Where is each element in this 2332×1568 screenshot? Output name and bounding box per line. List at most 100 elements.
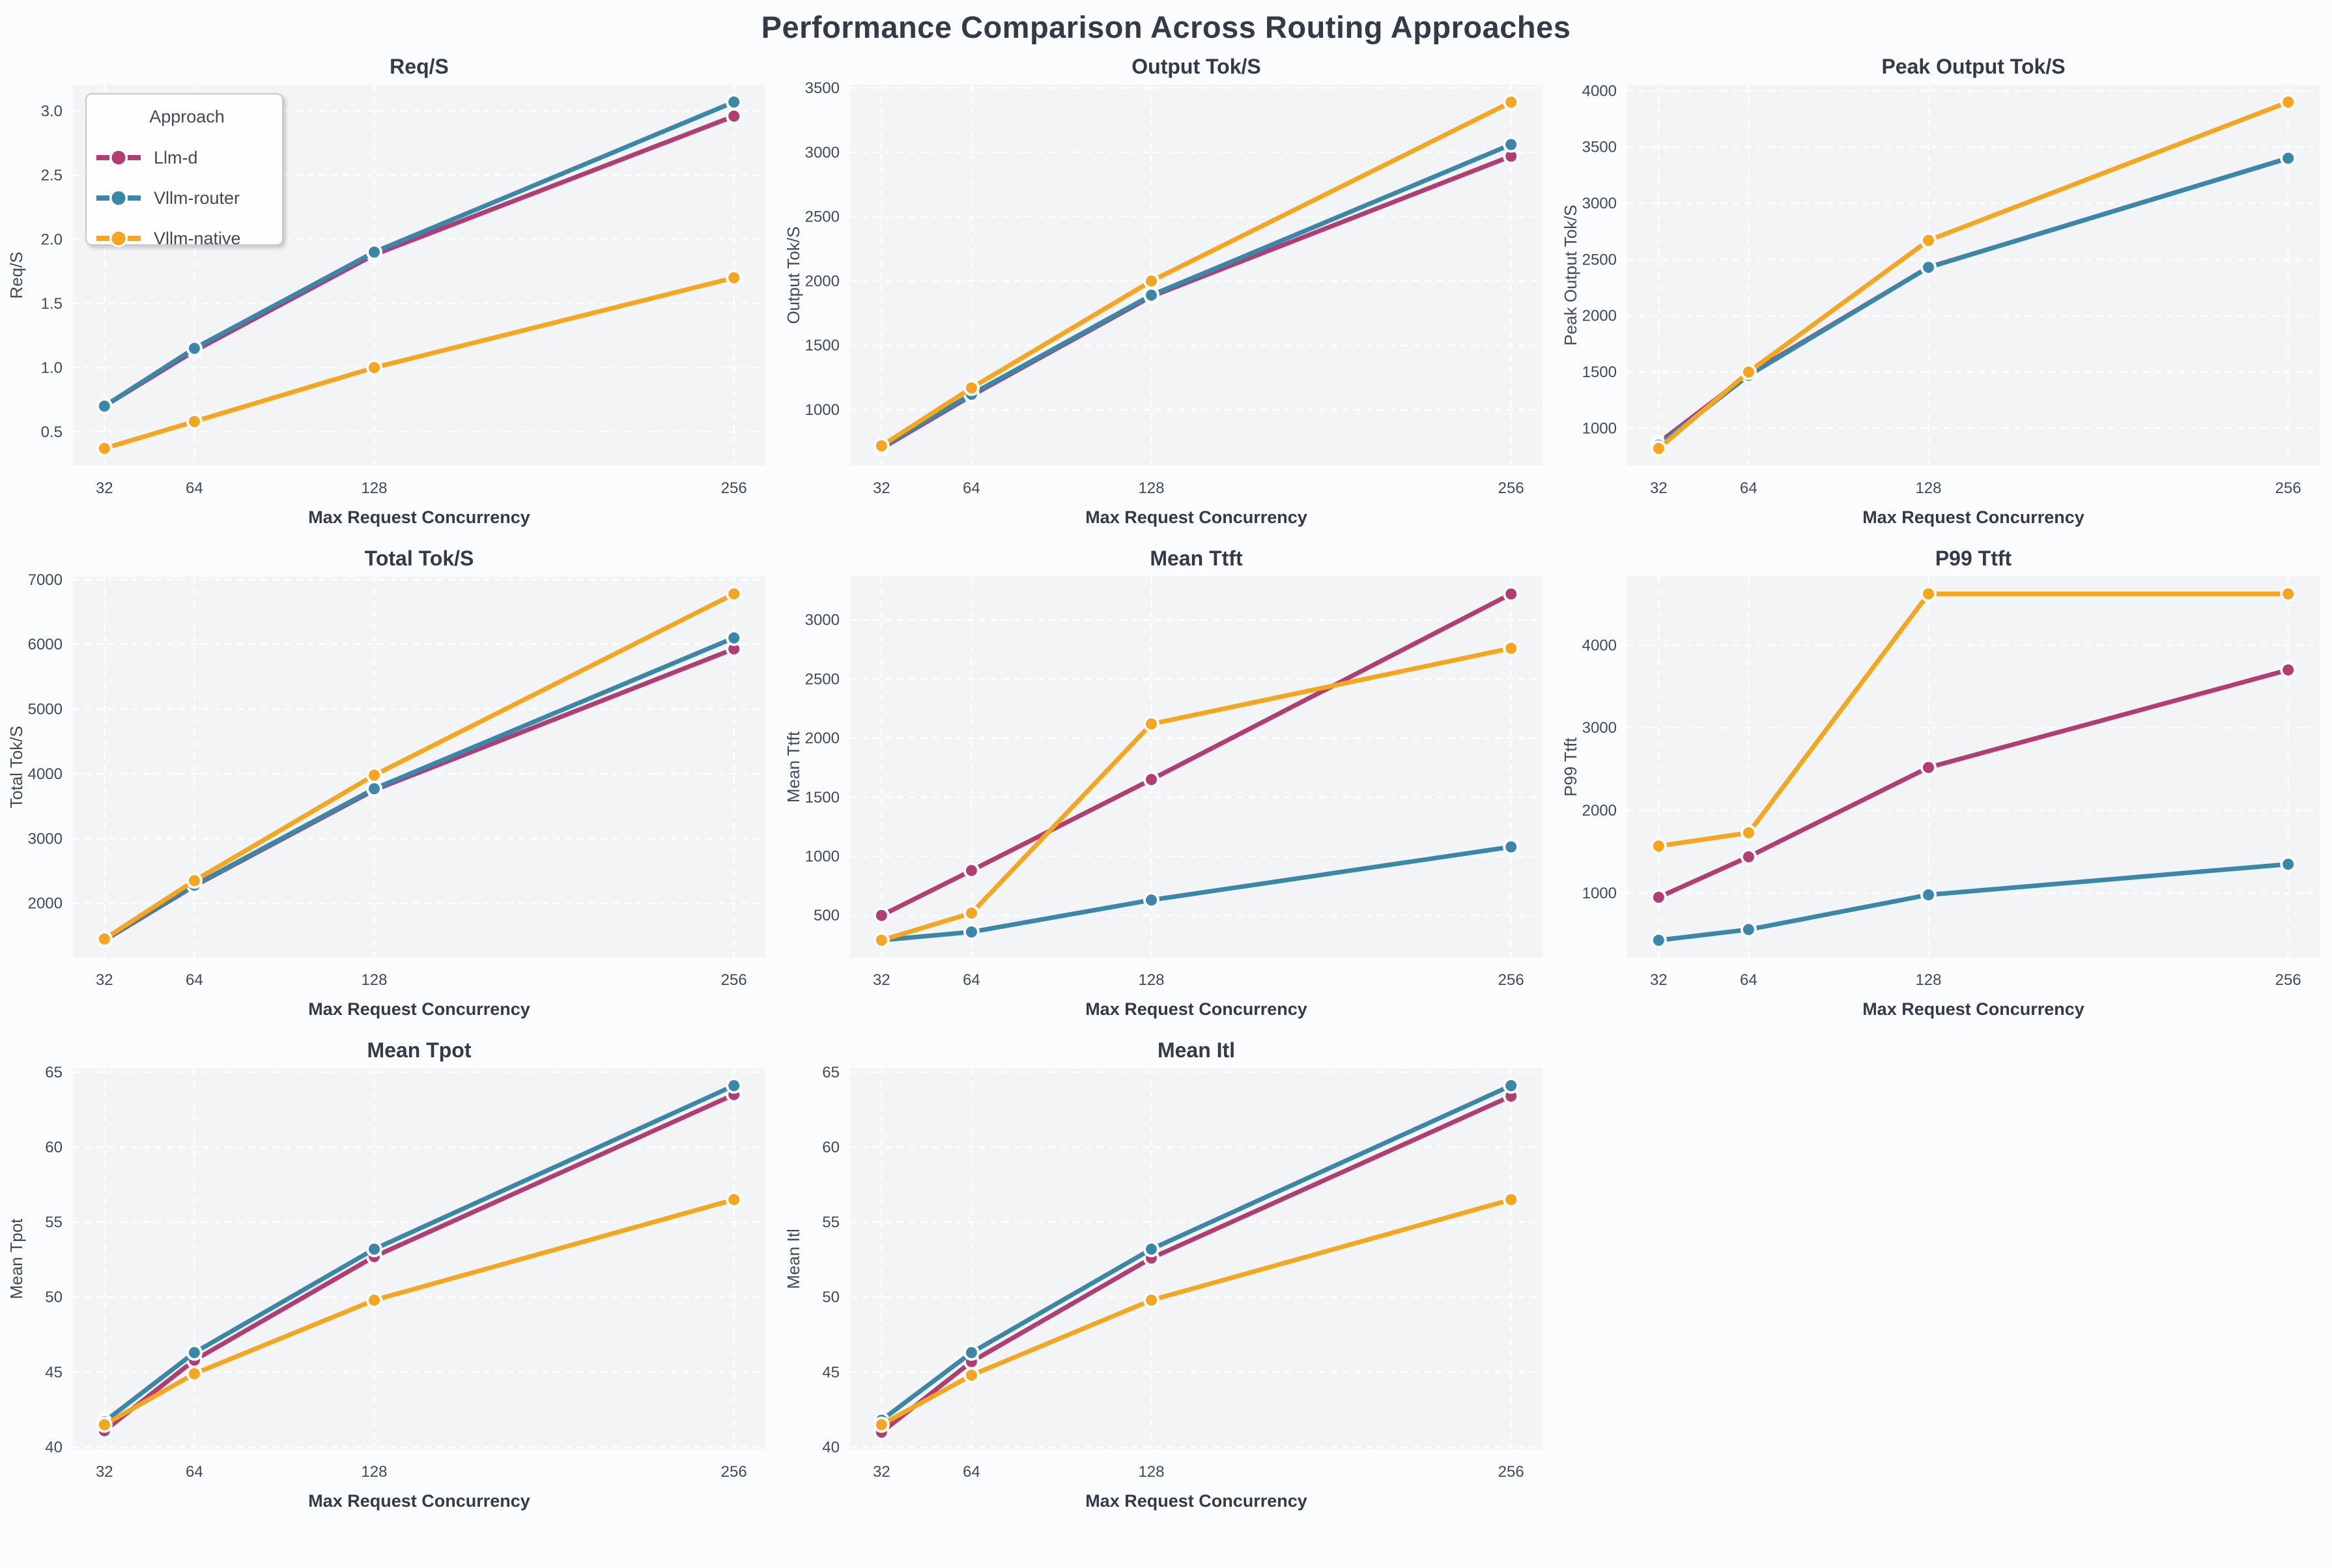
plot-area	[1627, 85, 2320, 466]
chart-peak-output-tok-s: Peak Output Tok/S 1000 1500 2000 2500 3000 350…	[1554, 49, 2331, 534]
y-tick-label: 40	[822, 1439, 840, 1457]
legend-marker	[109, 229, 128, 248]
y-tick-label: 1.0	[41, 359, 63, 377]
data-point-marker	[873, 907, 890, 924]
x-tick-label: 32	[96, 971, 113, 989]
legend-label: Llm-d	[154, 148, 198, 167]
series-line	[879, 100, 1514, 448]
chart-canvas: Total Tok/S 2000 3000 4000 5000 6000 7000 32 64 1…	[7, 547, 765, 1019]
series-line	[102, 1197, 737, 1427]
data-point-marker	[2280, 150, 2297, 167]
chart-canvas: Mean Itl 40 45 50 55 60 65 32 64 128 256 Mean Itl Ma…	[784, 1038, 1543, 1511]
legend-entry-llm-d: Llm-d	[96, 148, 198, 167]
series-vllm-native	[873, 1191, 1520, 1433]
gridlines	[73, 1068, 765, 1449]
data-point-marker	[963, 1344, 980, 1361]
data-point-marker	[1740, 848, 1757, 865]
chart-title: Req/S	[390, 55, 449, 78]
x-axis-label: Max Request Concurrency	[308, 1491, 530, 1511]
data-point-marker	[726, 269, 743, 286]
legend-label: Vllm-native	[154, 229, 241, 248]
y-tick-label: 2000	[805, 730, 840, 747]
series-line	[102, 1092, 737, 1433]
series-line	[879, 646, 1514, 943]
data-point-marker	[1143, 892, 1159, 909]
series-line	[102, 275, 737, 451]
x-tick-label: 32	[1650, 479, 1668, 497]
x-axis-label: Max Request Concurrency	[308, 999, 530, 1019]
series-line	[879, 142, 1514, 449]
y-axis-label: Mean Tpot	[7, 1218, 26, 1300]
data-point-marker	[186, 872, 203, 889]
x-tick-label: 128	[1915, 971, 1941, 989]
x-axis-label: Max Request Concurrency	[1862, 507, 2084, 527]
legend-title: Approach	[149, 107, 225, 126]
y-tick-label: 4000	[28, 765, 63, 783]
chart-title: Peak Output Tok/S	[1881, 55, 2065, 78]
y-tick-label: 5000	[28, 701, 63, 719]
data-point-marker	[1740, 921, 1757, 938]
data-point-marker	[96, 440, 113, 457]
series-line	[1656, 862, 2291, 943]
data-point-marker	[1920, 759, 1937, 776]
y-axis-label: Mean Ttft	[784, 731, 803, 803]
data-point-marker	[1143, 287, 1159, 304]
data-point-marker	[366, 1292, 382, 1309]
data-point-marker	[1143, 1292, 1159, 1309]
y-axis-label: P99 Ttft	[1561, 737, 1580, 796]
data-point-marker	[726, 629, 743, 646]
y-tick-label: 1000	[1582, 420, 1617, 437]
data-point-marker	[1503, 94, 1520, 111]
data-point-marker	[1920, 232, 1937, 249]
y-tick-label: 2500	[805, 670, 840, 688]
x-tick-label: 256	[1498, 971, 1524, 989]
legend-marker	[109, 189, 128, 207]
data-point-marker	[873, 932, 890, 948]
plot-area	[1627, 577, 2320, 958]
x-tick-label: 32	[96, 1463, 113, 1481]
chart-p99-ttft: P99 Ttft 1000 2000 3000 4000 32 64 128 256 P99 Tt…	[1554, 541, 2331, 1026]
chart-title: P99 Ttft	[1935, 547, 2012, 570]
y-tick-label: 2000	[805, 272, 840, 290]
data-point-marker	[1143, 272, 1159, 289]
x-tick-label: 128	[1138, 971, 1164, 989]
chart-title: Mean Itl	[1158, 1038, 1235, 1062]
chart-title: Mean Ttft	[1150, 547, 1243, 570]
x-axis-label: Max Request Concurrency	[1862, 999, 2084, 1019]
data-point-marker	[2280, 94, 2297, 111]
plot-area	[73, 577, 765, 958]
x-axis-label: Max Request Concurrency	[308, 507, 530, 527]
y-tick-label: 2500	[1582, 251, 1617, 268]
series-vllm-native	[873, 94, 1520, 454]
y-tick-label: 1000	[805, 848, 840, 865]
charts-grid: Req/S 0.5 1.0 1.5 2.0 2.5 3.0 32 64 128 256 Req/S Ma…	[0, 49, 2331, 1518]
data-point-marker	[366, 244, 382, 261]
legend: Approach Llm-d Vllm-router Vllm-native	[85, 93, 283, 248]
y-tick-label: 45	[45, 1363, 63, 1381]
y-tick-label: 50	[822, 1289, 840, 1306]
legend-entry-vllm-native: Vllm-native	[96, 229, 241, 248]
x-tick-label: 128	[1915, 479, 1941, 497]
y-axis-label: Output Tok/S	[784, 227, 803, 324]
y-axis-label: Peak Output Tok/S	[1561, 205, 1580, 345]
data-point-marker	[963, 862, 980, 879]
data-point-marker	[873, 437, 890, 454]
data-point-marker	[1920, 586, 1937, 603]
y-tick-label: 60	[822, 1139, 840, 1156]
y-tick-label: 3.0	[41, 102, 63, 120]
y-tick-label: 1000	[805, 401, 840, 419]
y-tick-label: 2.0	[41, 231, 63, 248]
data-point-marker	[1740, 363, 1757, 380]
chart-canvas: Output Tok/S 1000 1500 2000 2500 3000 3500 32 64…	[784, 55, 1543, 527]
plot-area	[850, 1068, 1543, 1449]
x-axis-label: Max Request Concurrency	[1085, 999, 1307, 1019]
chart-canvas: Req/S 0.5 1.0 1.5 2.0 2.5 3.0 32 64 128 256 Req/S Ma…	[7, 55, 765, 527]
x-tick-label: 256	[1498, 1463, 1524, 1481]
y-tick-label: 55	[45, 1214, 63, 1231]
series-line	[879, 1197, 1514, 1427]
series-vllm-native	[96, 586, 743, 947]
y-tick-label: 0.5	[41, 423, 63, 441]
figure: Performance Comparison Across Routing Ap…	[0, 9, 2332, 1518]
data-point-marker	[1650, 889, 1667, 905]
x-tick-label: 128	[361, 1463, 387, 1481]
